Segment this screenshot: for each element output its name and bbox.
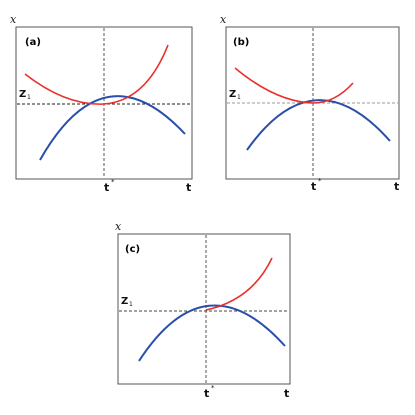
panel-a-z-subscript: 1 — [27, 94, 31, 101]
panel-b-lower-curve — [246, 99, 391, 151]
panel-b-frame — [225, 26, 400, 180]
panel-b-t-axis-label: t — [394, 180, 399, 193]
panel-a-x-axis-letter: x — [10, 13, 17, 26]
panel-c-label: (c) — [125, 244, 140, 255]
panel-b-tstar-superscript: * — [318, 177, 322, 185]
panel-a-t-axis-label: t — [186, 181, 191, 194]
panel-c-t-axis-label: t — [284, 387, 289, 400]
panel-a-z-label: Z — [19, 89, 26, 100]
panel-c-upper-curve — [205, 257, 273, 311]
panel-a-upper-curve — [24, 44, 169, 105]
panel-c-tstar-label: t — [204, 387, 209, 400]
panel-a-lower-curve — [39, 95, 186, 161]
panel-b-label: (b) — [233, 37, 249, 48]
panel-a-tstar-superscript: * — [111, 178, 115, 186]
panel-c-z-subscript: 1 — [129, 301, 133, 308]
panel-c-tstar-superscript: * — [211, 384, 215, 392]
panel-a-tstar-label: t — [104, 181, 109, 194]
panel-b: x (b) Z 1 t * t — [220, 13, 400, 193]
panel-c: x (c) Z 1 t * t — [115, 220, 291, 400]
panel-a: x (a) Z 1 t * t — [10, 13, 193, 194]
panel-b-z-label: Z — [229, 89, 236, 100]
panel-c-frame — [117, 233, 291, 385]
panel-c-lower-curve — [138, 304, 286, 362]
panel-c-x-axis-letter: x — [115, 220, 122, 233]
panel-b-upper-curve — [234, 67, 354, 104]
panel-b-z-subscript: 1 — [237, 94, 241, 101]
panel-b-x-axis-letter: x — [220, 13, 227, 26]
panel-a-frame — [15, 26, 193, 180]
panel-a-label: (a) — [25, 37, 41, 48]
panel-b-tstar-label: t — [311, 180, 316, 193]
panel-c-z-label: Z — [121, 296, 128, 307]
